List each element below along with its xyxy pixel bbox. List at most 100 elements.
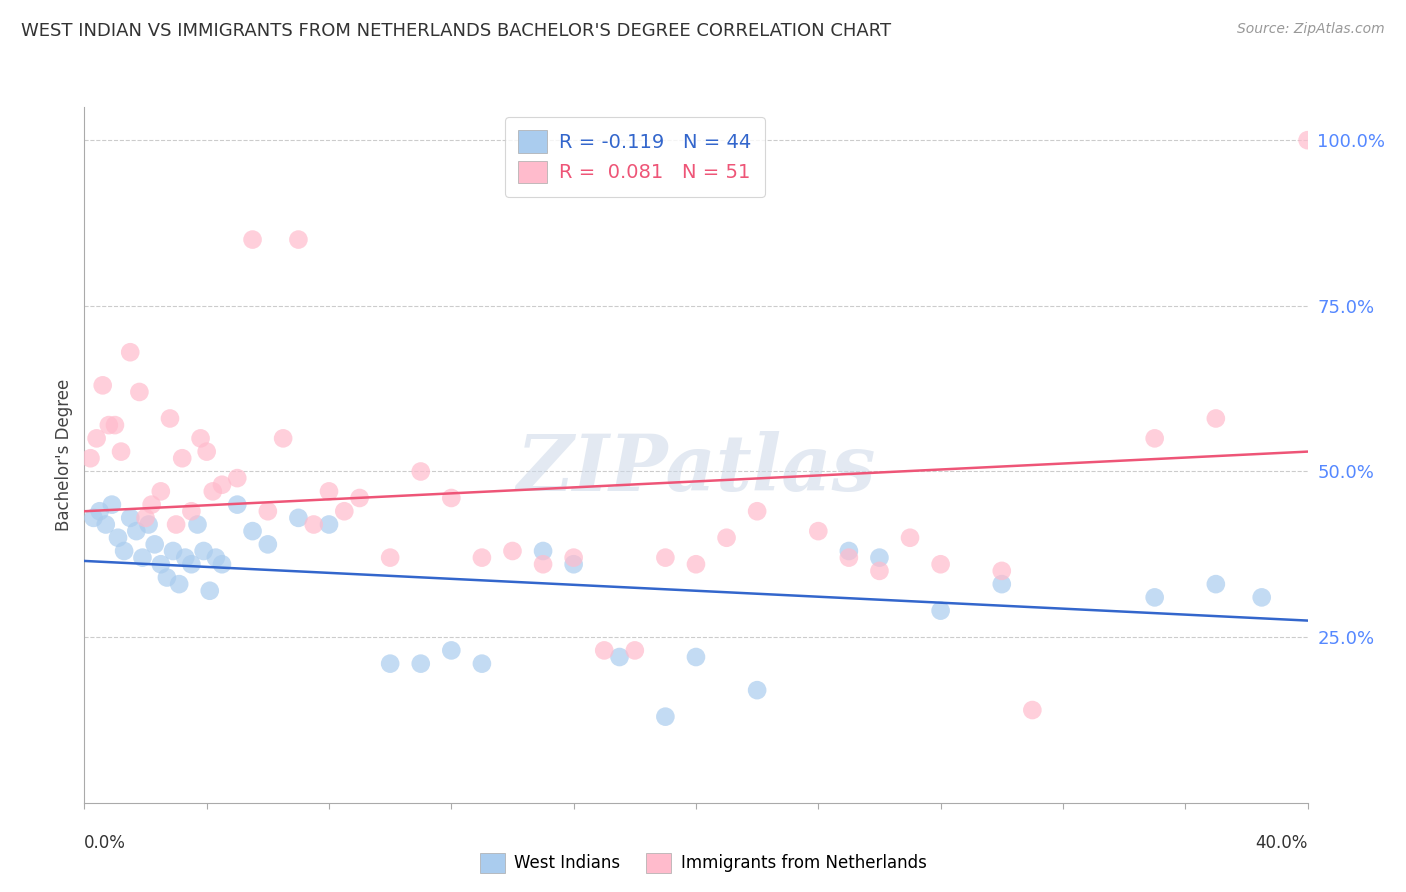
Point	[180, 504, 202, 518]
Point	[107, 531, 129, 545]
Point	[838, 550, 860, 565]
Point	[242, 524, 264, 538]
Point	[94, 517, 117, 532]
Point	[654, 550, 676, 565]
Point	[838, 544, 860, 558]
Point	[172, 451, 194, 466]
Point	[1250, 591, 1272, 605]
Point	[562, 550, 585, 565]
Text: ZIPatlas: ZIPatlas	[516, 431, 876, 507]
Point	[654, 709, 676, 723]
Point	[110, 444, 132, 458]
Point	[112, 544, 135, 558]
Point	[195, 444, 218, 458]
Point	[562, 558, 585, 572]
Legend: R = -0.119   N = 44, R =  0.081   N = 51: R = -0.119 N = 44, R = 0.081 N = 51	[505, 117, 765, 196]
Point	[165, 517, 187, 532]
Point	[101, 498, 124, 512]
Point	[167, 577, 190, 591]
Point	[138, 517, 160, 532]
Point	[991, 577, 1014, 591]
Point	[104, 418, 127, 433]
Point	[531, 558, 554, 572]
Point	[1143, 431, 1166, 445]
Point	[162, 544, 184, 558]
Point	[869, 564, 891, 578]
Point	[380, 550, 402, 565]
Point	[1296, 133, 1319, 147]
Point	[440, 643, 463, 657]
Point	[180, 558, 202, 572]
Point	[143, 537, 166, 551]
Point	[302, 517, 325, 532]
Point	[471, 657, 494, 671]
Point	[257, 504, 280, 518]
Legend: West Indians, Immigrants from Netherlands: West Indians, Immigrants from Netherland…	[472, 847, 934, 880]
Point	[409, 465, 432, 479]
Point	[156, 570, 179, 584]
Point	[86, 431, 108, 445]
Point	[716, 531, 738, 545]
Point	[685, 558, 707, 572]
Point	[349, 491, 371, 505]
Point	[242, 233, 264, 247]
Point	[747, 504, 769, 518]
Point	[198, 583, 221, 598]
Point	[929, 558, 952, 572]
Point	[211, 558, 233, 572]
Point	[149, 558, 172, 572]
Point	[1143, 591, 1166, 605]
Point	[380, 657, 402, 671]
Point	[79, 451, 101, 466]
Point	[318, 517, 340, 532]
Point	[211, 477, 233, 491]
Point	[869, 550, 891, 565]
Point	[624, 643, 647, 657]
Point	[898, 531, 921, 545]
Point	[205, 550, 228, 565]
Point	[125, 524, 148, 538]
Point	[174, 550, 197, 565]
Point	[807, 524, 830, 538]
Point	[131, 550, 153, 565]
Point	[120, 511, 142, 525]
Text: 0.0%: 0.0%	[84, 834, 127, 852]
Point	[190, 431, 212, 445]
Point	[97, 418, 120, 433]
Point	[159, 411, 181, 425]
Text: 40.0%: 40.0%	[1256, 834, 1308, 852]
Point	[409, 657, 432, 671]
Point	[991, 564, 1014, 578]
Point	[120, 345, 142, 359]
Point	[929, 604, 952, 618]
Point	[287, 511, 309, 525]
Point	[747, 683, 769, 698]
Point	[685, 650, 707, 665]
Point	[201, 484, 224, 499]
Point	[89, 504, 111, 518]
Point	[333, 504, 356, 518]
Point	[186, 517, 208, 532]
Point	[257, 537, 280, 551]
Point	[1205, 577, 1227, 591]
Text: Source: ZipAtlas.com: Source: ZipAtlas.com	[1237, 22, 1385, 37]
Text: WEST INDIAN VS IMMIGRANTS FROM NETHERLANDS BACHELOR'S DEGREE CORRELATION CHART: WEST INDIAN VS IMMIGRANTS FROM NETHERLAN…	[21, 22, 891, 40]
Point	[141, 498, 163, 512]
Point	[193, 544, 215, 558]
Point	[128, 384, 150, 399]
Point	[593, 643, 616, 657]
Point	[226, 498, 249, 512]
Point	[609, 650, 631, 665]
Point	[135, 511, 157, 525]
Point	[287, 233, 309, 247]
Point	[471, 550, 494, 565]
Point	[91, 378, 114, 392]
Point	[318, 484, 340, 499]
Point	[226, 471, 249, 485]
Point	[531, 544, 554, 558]
Point	[83, 511, 105, 525]
Point	[502, 544, 524, 558]
Point	[440, 491, 463, 505]
Point	[1021, 703, 1043, 717]
Point	[149, 484, 172, 499]
